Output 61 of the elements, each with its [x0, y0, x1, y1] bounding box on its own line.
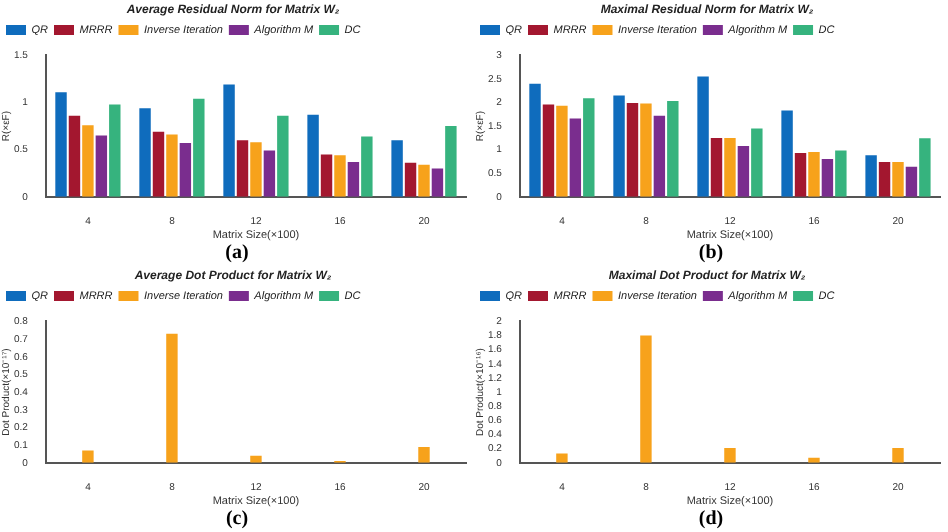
bar — [109, 104, 121, 197]
bar — [179, 143, 192, 197]
bar — [445, 126, 457, 197]
bar — [878, 161, 891, 197]
bar — [529, 83, 541, 197]
bar — [307, 114, 319, 197]
bar — [361, 136, 373, 197]
bar — [320, 154, 333, 197]
bar — [640, 335, 652, 463]
bar — [193, 98, 205, 197]
bar — [68, 115, 81, 197]
bar — [139, 108, 151, 197]
bar — [821, 159, 834, 197]
bar — [82, 125, 94, 197]
bar — [166, 333, 178, 463]
bar — [418, 446, 430, 463]
bar — [892, 447, 904, 463]
bar — [710, 137, 723, 197]
bar — [667, 101, 679, 197]
bar — [166, 134, 178, 197]
bar — [263, 150, 276, 197]
text: (c) — [223, 508, 251, 532]
bar — [724, 137, 736, 197]
bar — [334, 155, 346, 197]
bar — [556, 105, 568, 197]
bar — [626, 103, 639, 197]
text: (a) — [223, 242, 251, 266]
bar — [794, 152, 807, 197]
bar — [418, 164, 430, 197]
bar — [737, 145, 750, 197]
bar — [865, 155, 877, 197]
bar — [905, 166, 918, 197]
bar — [250, 142, 262, 197]
bar — [569, 118, 582, 197]
bar — [892, 161, 904, 197]
bar — [613, 95, 625, 197]
bar — [919, 138, 931, 197]
text: (b) — [696, 242, 726, 266]
bar — [391, 140, 403, 197]
bar — [697, 76, 709, 197]
bar — [751, 128, 763, 197]
bar — [556, 453, 568, 463]
bar — [542, 104, 555, 197]
bar — [277, 115, 289, 197]
bar — [835, 150, 847, 197]
bar — [95, 135, 108, 197]
bar — [431, 168, 444, 197]
bar — [236, 140, 249, 197]
bar — [152, 131, 165, 197]
bar — [55, 92, 67, 197]
bar — [347, 161, 360, 197]
text: (d) — [696, 508, 726, 532]
bar — [640, 103, 652, 197]
bar — [808, 152, 820, 197]
bar — [724, 447, 736, 463]
bar — [404, 162, 417, 197]
bar — [781, 110, 793, 197]
bar — [223, 84, 235, 197]
bar — [583, 98, 595, 197]
bar — [82, 450, 94, 463]
bar — [653, 115, 666, 197]
